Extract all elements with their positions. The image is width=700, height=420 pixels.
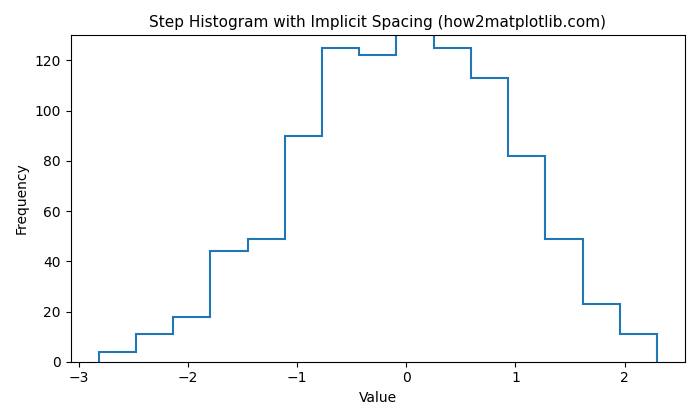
X-axis label: Value: Value: [359, 391, 397, 405]
Y-axis label: Frequency: Frequency: [15, 163, 29, 234]
Title: Step Histogram with Implicit Spacing (how2matplotlib.com): Step Histogram with Implicit Spacing (ho…: [149, 15, 606, 30]
